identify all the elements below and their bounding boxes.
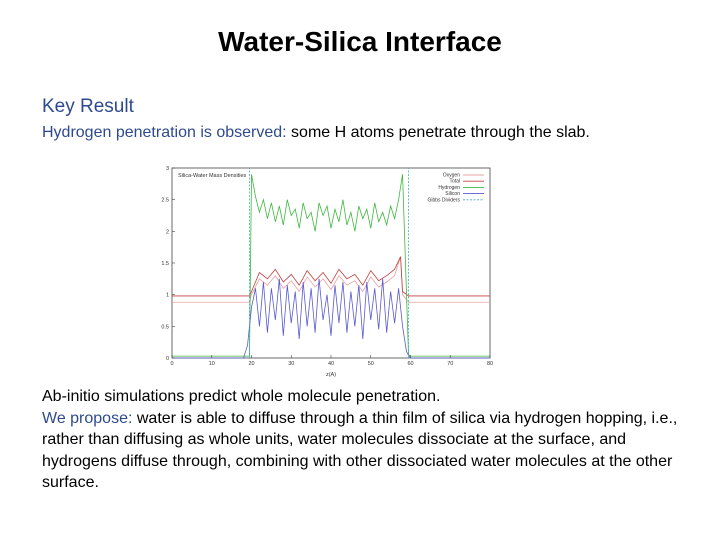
series-line-silicon bbox=[172, 278, 490, 359]
x-tick-label: 0 bbox=[170, 361, 173, 367]
x-tick-label: 30 bbox=[288, 361, 294, 367]
x-axis-label: z(A) bbox=[326, 372, 336, 378]
chart-title: Silica-Water Mass Densities bbox=[178, 173, 247, 179]
series-line-total bbox=[172, 256, 490, 297]
slide-title: Water-Silica Interface bbox=[218, 26, 502, 57]
x-tick-label: 10 bbox=[209, 361, 215, 367]
y-tick-label: 2.5 bbox=[161, 198, 169, 204]
y-tick-label: 0 bbox=[166, 356, 169, 362]
key-result-line: Hydrogen penetration is observed: some H… bbox=[42, 124, 590, 142]
key-result-rest: some H atoms penetrate through the slab. bbox=[286, 124, 590, 141]
chart-svg: 0 10 20 30 40 50 60 70 80 0 0.5 1 1.5 2 2.5 3 Silica-Wa… bbox=[161, 166, 493, 378]
key-result-lead: Hydrogen penetration is observed: bbox=[42, 124, 287, 141]
legend-label: Gibbs Dividers bbox=[427, 197, 460, 203]
series-line-gibbs-dividers bbox=[249, 168, 409, 358]
x-tick-label: 80 bbox=[487, 361, 493, 367]
y-tick-label: 0.5 bbox=[161, 324, 169, 330]
x-tick-label: 60 bbox=[407, 361, 413, 367]
y-tick-label: 1.5 bbox=[161, 261, 169, 267]
y-tick-label: 3 bbox=[166, 166, 169, 172]
key-result-heading: Key Result bbox=[42, 96, 134, 117]
x-tick-label: 70 bbox=[447, 361, 453, 367]
legend-label: Total bbox=[449, 179, 460, 185]
y-tick-label: 2 bbox=[166, 229, 169, 235]
x-tick-label: 50 bbox=[368, 361, 374, 367]
plot-frame bbox=[171, 167, 491, 359]
paragraph-proposal: We propose: water is able to diffuse thr… bbox=[42, 408, 692, 494]
paragraph-ab-initio: Ab-initio simulations predict whole mole… bbox=[42, 388, 441, 405]
legend-label: Oxygen bbox=[443, 173, 460, 179]
proposal-lead: We propose: bbox=[42, 409, 133, 427]
y-tick-label: 1 bbox=[166, 293, 169, 299]
x-tick-label: 20 bbox=[248, 361, 254, 367]
body-text: Ab-initio simulations predict whole mole… bbox=[42, 386, 692, 494]
series-line-hydrogen bbox=[172, 174, 490, 357]
x-tick-label: 40 bbox=[328, 361, 334, 367]
legend-label: Silicon bbox=[445, 191, 460, 197]
legend-label: Hydrogen bbox=[438, 185, 460, 191]
proposal-rest: water is able to diffuse through a thin … bbox=[42, 409, 678, 492]
mass-density-chart: 0 10 20 30 40 50 60 70 80 0 0.5 1 1.5 2 2.5 3 Silica-Wa… bbox=[148, 160, 500, 380]
